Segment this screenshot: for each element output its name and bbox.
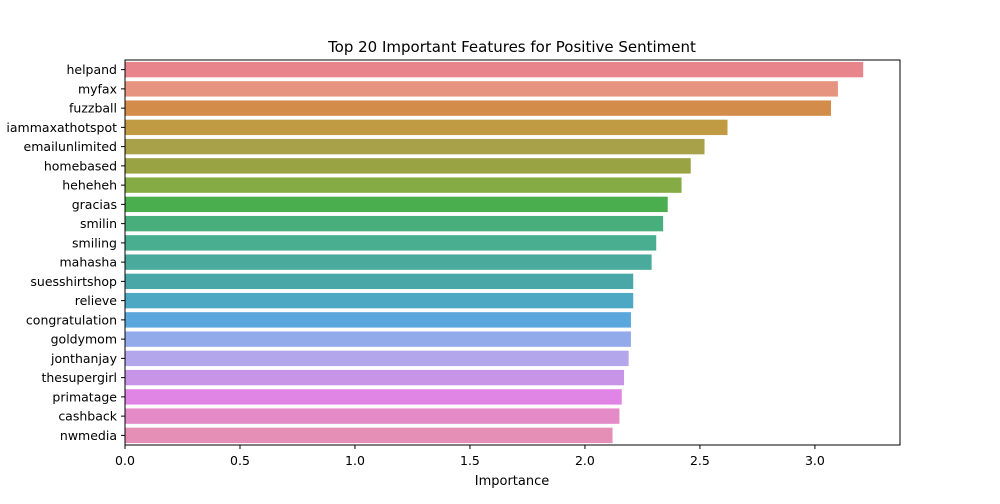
plot-frame bbox=[124, 59, 901, 446]
x-axis-ticks: 0.0 0.5 1.0 1.5 2.0 2.5 3.0 bbox=[115, 445, 825, 468]
bar-primatage bbox=[125, 389, 622, 405]
bar-goldymom bbox=[125, 331, 631, 347]
bar-thesupergirl bbox=[125, 369, 625, 386]
x-tick-label: 3.0 bbox=[805, 453, 825, 468]
y-tick-label: thesupergirl bbox=[41, 370, 117, 385]
bar-mahasha bbox=[125, 254, 652, 270]
y-tick-label: congratulation bbox=[26, 312, 117, 327]
y-tick-label: smiling bbox=[72, 235, 117, 250]
bar-suesshirtshop bbox=[125, 273, 634, 290]
bar-relieve bbox=[125, 292, 634, 309]
y-tick-label: mahasha bbox=[59, 255, 117, 270]
bar-heheheh bbox=[125, 177, 682, 193]
bar-myfax bbox=[125, 81, 838, 97]
bars-layer bbox=[125, 61, 864, 444]
y-tick-label: smilin bbox=[80, 216, 117, 231]
x-tick-label: 0.0 bbox=[115, 453, 135, 468]
y-tick-label: jonthanjay bbox=[50, 351, 118, 366]
y-axis-ticks: helpand myfax fuzzball iammaxathotspot email… bbox=[6, 62, 125, 443]
bar-homebased bbox=[125, 158, 691, 174]
y-tick-label: primatage bbox=[52, 389, 117, 404]
y-tick-label: helpand bbox=[66, 62, 117, 77]
bar-jonthanjay bbox=[125, 350, 629, 367]
y-tick-label: nwmedia bbox=[60, 428, 117, 443]
y-tick-label: heheheh bbox=[62, 178, 117, 193]
y-tick-label: cashback bbox=[58, 409, 117, 424]
bar-cashback bbox=[125, 408, 620, 424]
x-tick-label: 1.0 bbox=[345, 453, 365, 468]
y-tick-label: gracias bbox=[72, 197, 117, 212]
bar-congratulation bbox=[125, 312, 631, 328]
y-tick-label: goldymom bbox=[51, 332, 117, 347]
y-tick-label: iammaxathotspot bbox=[6, 120, 117, 135]
y-tick-label: emailunlimited bbox=[24, 139, 117, 154]
bar-gracias bbox=[125, 196, 668, 213]
x-tick-label: 2.5 bbox=[690, 453, 710, 468]
x-tick-label: 2.0 bbox=[575, 453, 595, 468]
y-tick-label: homebased bbox=[44, 158, 117, 173]
y-tick-label: suesshirtshop bbox=[30, 274, 117, 289]
y-tick-label: myfax bbox=[78, 81, 117, 96]
x-axis-label: Importance bbox=[475, 474, 550, 489]
bar-fuzzball bbox=[125, 100, 832, 116]
bar-nwmedia bbox=[125, 427, 613, 444]
y-tick-label: fuzzball bbox=[69, 101, 117, 116]
x-tick-label: 1.5 bbox=[460, 453, 480, 468]
chart-title: Top 20 Important Features for Positive S… bbox=[327, 38, 696, 56]
x-tick-label: 0.5 bbox=[230, 453, 250, 468]
bar-smilin bbox=[125, 215, 664, 232]
bar-helpand bbox=[125, 61, 864, 78]
bar-iammaxathotspot bbox=[125, 119, 728, 136]
y-tick-label: relieve bbox=[75, 293, 118, 308]
bar-smiling bbox=[125, 235, 657, 251]
bar-emailunlimited bbox=[125, 138, 705, 155]
